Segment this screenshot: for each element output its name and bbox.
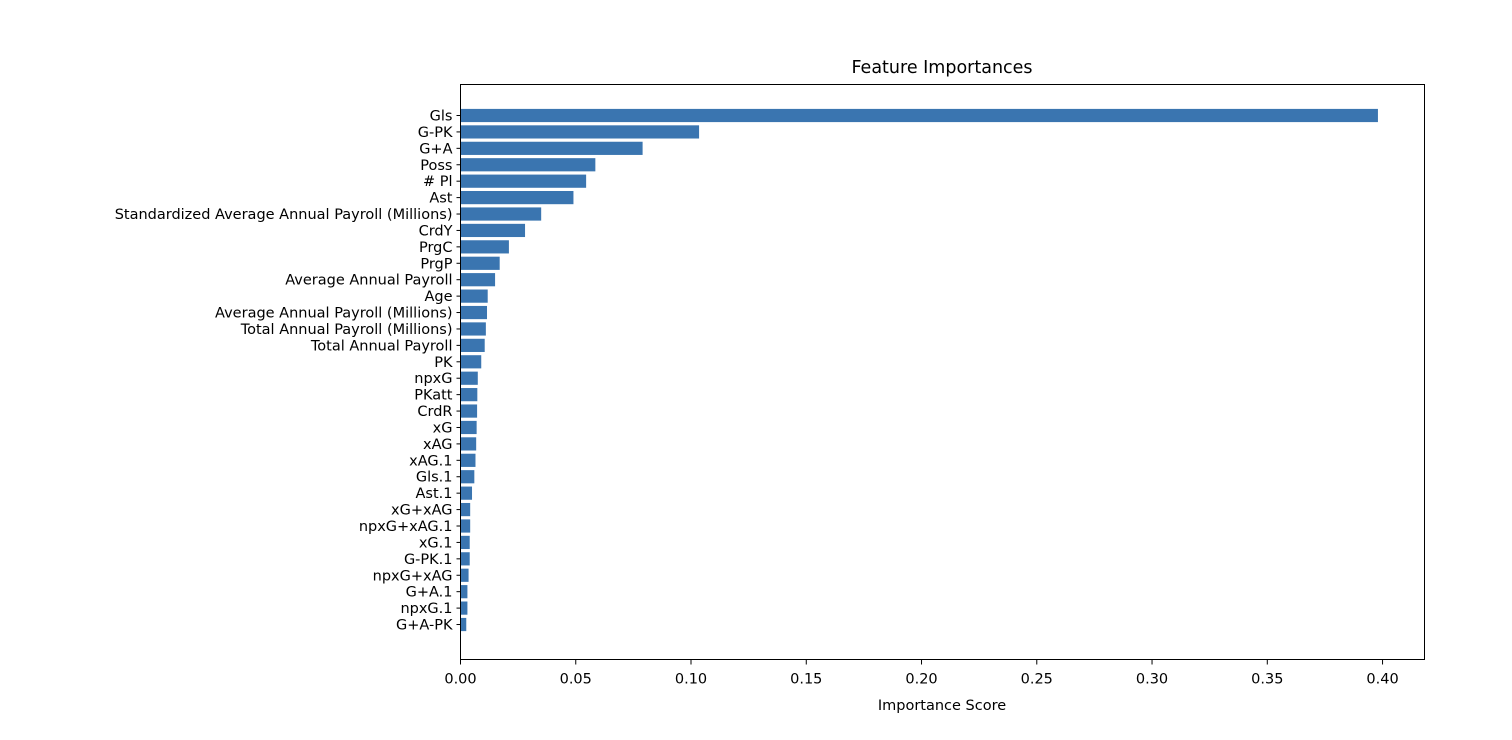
category-label: PK (434, 355, 453, 371)
category-label: xG+xAG (391, 503, 452, 519)
bar (460, 273, 496, 287)
x-axis-title: Importance Score (878, 698, 1006, 714)
bar (460, 552, 470, 566)
category-label: xG (433, 420, 453, 436)
category-label: # Pl (423, 174, 453, 190)
x-axis: 0.00 0.05 0.10 0.15 0.20 0.25 0.30 0.35 0.40 (444, 659, 1399, 688)
category-label: Gls.1 (416, 470, 453, 486)
bar (460, 617, 467, 632)
category-label: Gls (430, 109, 453, 125)
x-tick-label: 0.00 (444, 672, 476, 688)
x-tick-label: 0.05 (560, 672, 592, 688)
bar (460, 568, 469, 582)
category-label: Average Annual Payroll (Millions) (215, 306, 452, 322)
category-label: PrgP (420, 256, 452, 272)
category-label: Total Annual Payroll (310, 338, 453, 354)
x-tick-label: 0.15 (790, 672, 822, 688)
category-label: npxG.1 (400, 601, 452, 617)
bar (460, 191, 574, 205)
category-label: G-PK (418, 125, 453, 141)
bars-group (460, 108, 1378, 632)
bar (460, 305, 488, 320)
category-label: Ast.1 (416, 486, 453, 502)
bar (460, 502, 471, 517)
category-label: xAG (423, 437, 452, 453)
bar (460, 141, 643, 155)
bar (460, 519, 471, 533)
bar (460, 420, 477, 435)
chart-title: Feature Importances (851, 58, 1032, 78)
bar (460, 355, 482, 369)
bar (460, 223, 526, 238)
category-label: xAG.1 (409, 453, 452, 469)
category-label: Standardized Average Annual Payroll (Mil… (115, 207, 453, 223)
category-label: Age (424, 289, 452, 305)
category-label: Total Annual Payroll (Millions) (240, 322, 453, 338)
bar (460, 601, 468, 615)
category-label: npxG+xAG (373, 568, 453, 584)
category-label: npxG+xAG.1 (359, 519, 453, 535)
category-label: Poss (420, 158, 452, 174)
bar (460, 404, 478, 418)
plot-frame (460, 84, 1425, 660)
category-label: CrdY (419, 223, 453, 239)
category-label: PKatt (414, 388, 453, 404)
bar (460, 437, 477, 451)
bar (460, 158, 596, 172)
category-label: G-PK.1 (404, 552, 453, 568)
category-label: G+A (419, 141, 452, 157)
x-tick-label: 0.30 (1136, 672, 1168, 688)
bar (460, 207, 542, 221)
x-tick-label: 0.20 (905, 672, 937, 688)
bar (460, 338, 485, 352)
bar (460, 453, 476, 467)
category-label: npxG (414, 371, 452, 387)
category-label: xG.1 (419, 535, 453, 551)
bar (460, 256, 500, 270)
category-label: G+A-PK (396, 618, 453, 634)
bar (460, 174, 587, 188)
category-label: PrgC (419, 240, 453, 256)
bar (460, 486, 473, 500)
x-tick-label: 0.10 (675, 672, 707, 688)
bar (460, 289, 488, 303)
bar (460, 585, 468, 599)
x-tick-label: 0.40 (1366, 672, 1398, 688)
bar (460, 108, 1378, 123)
category-label: Ast (429, 191, 452, 207)
bar (460, 125, 700, 139)
category-label: G+A.1 (406, 585, 453, 601)
bar (460, 240, 509, 254)
category-label: CrdR (417, 404, 452, 420)
category-label: Average Annual Payroll (285, 273, 452, 289)
bar (460, 322, 486, 336)
bar (460, 470, 475, 484)
bar (460, 388, 478, 402)
bar (460, 371, 478, 385)
x-tick-label: 0.25 (1021, 672, 1053, 688)
x-tick-label: 0.35 (1251, 672, 1283, 688)
bar (460, 535, 470, 550)
